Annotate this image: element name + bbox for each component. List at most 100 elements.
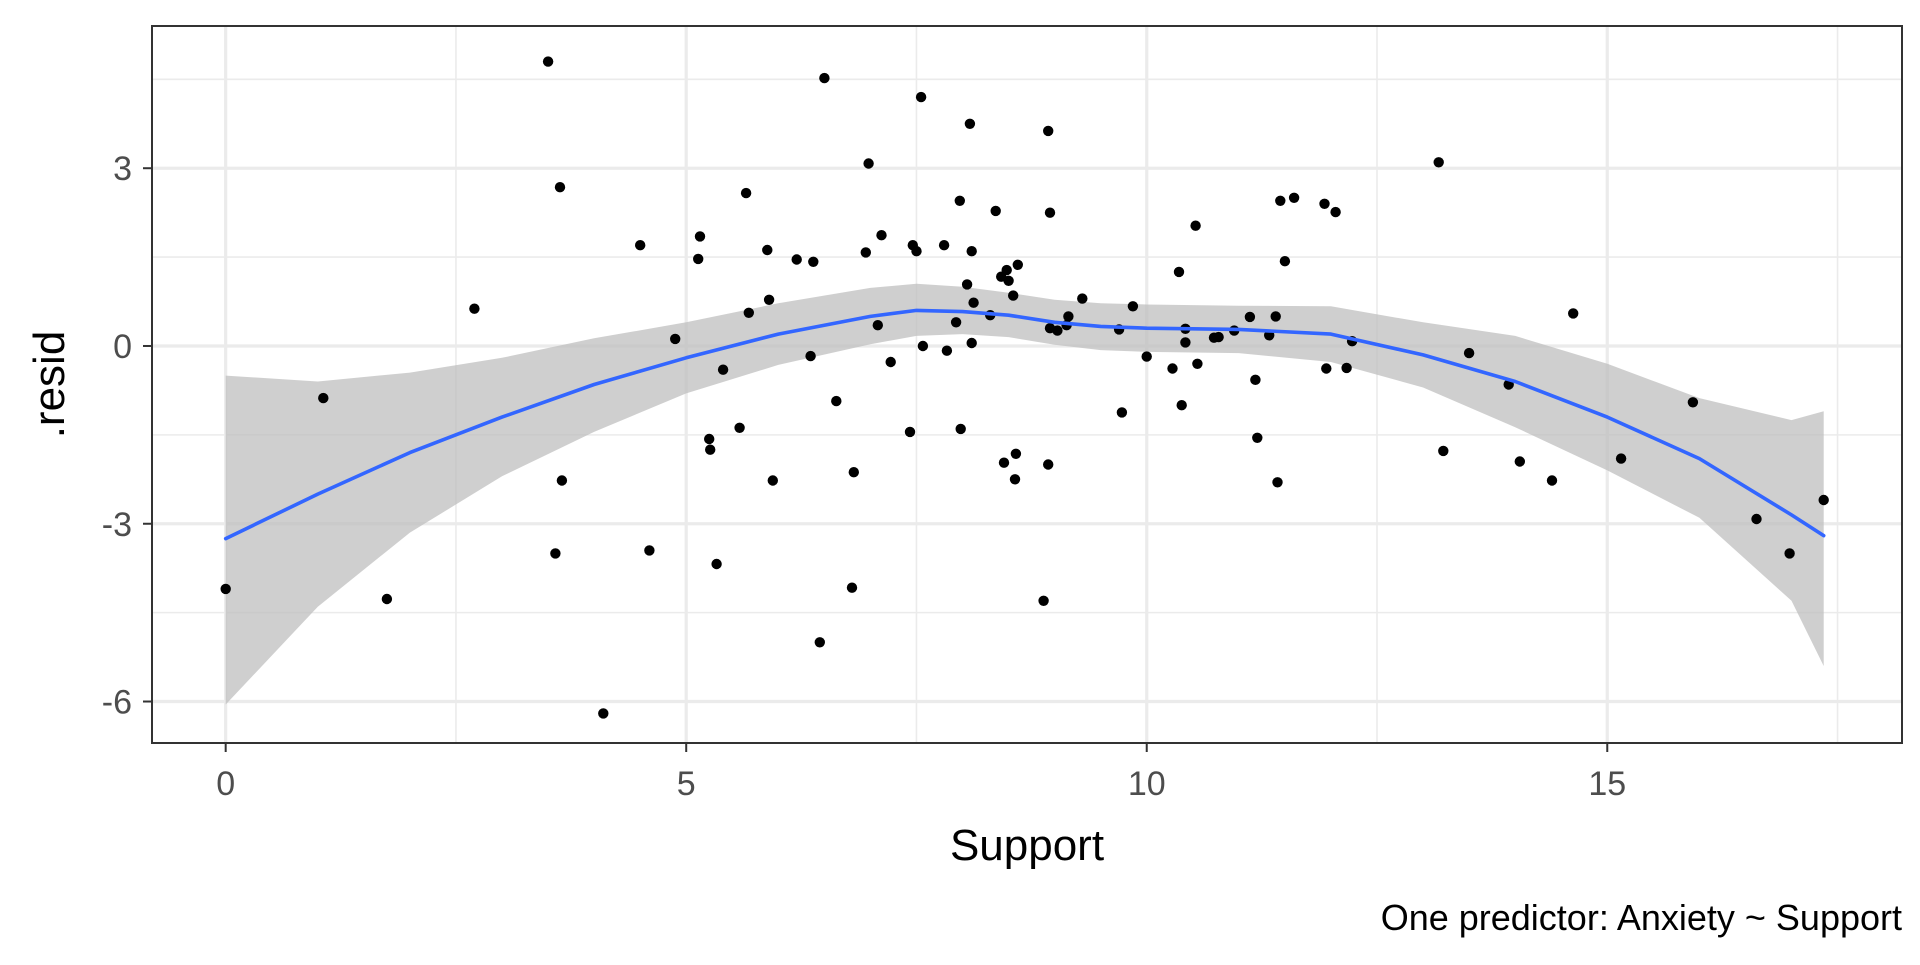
data-point: [819, 72, 830, 84]
data-point: [550, 548, 561, 559]
data-point: [1127, 301, 1139, 312]
data-point: [1321, 363, 1332, 374]
chart-caption: One predictor: Anxiety ~ Support: [1381, 897, 1902, 938]
data-point: [763, 294, 775, 305]
data-point: [941, 345, 953, 356]
data-point: [1341, 362, 1352, 374]
data-point: [1009, 474, 1021, 485]
data-point: [791, 254, 802, 265]
y-tick-label: -3: [102, 506, 132, 544]
data-point: [966, 337, 977, 349]
data-point: [950, 317, 962, 328]
data-point: [1213, 331, 1224, 343]
y-tick-label: 0: [113, 328, 132, 366]
x-tick-label: 5: [677, 765, 696, 803]
data-point: [917, 340, 929, 352]
data-point: [469, 303, 480, 314]
data-point: [1001, 264, 1012, 276]
smooth-line-layer: [223, 308, 1826, 541]
data-point: [1176, 400, 1187, 411]
data-point: [814, 637, 825, 648]
data-point: [1192, 358, 1203, 369]
data-point: [1433, 157, 1444, 168]
data-point: [808, 256, 819, 267]
data-point: [1615, 453, 1627, 464]
data-point: [860, 247, 871, 258]
data-point: [1077, 293, 1088, 304]
data-point: [554, 182, 566, 193]
data-point: [966, 246, 977, 257]
data-point: [1003, 275, 1014, 286]
data-point: [968, 297, 979, 308]
data-point: [1687, 397, 1699, 408]
data-point: [1751, 513, 1762, 525]
data-point: [863, 158, 874, 169]
data-points: [220, 56, 1829, 719]
data-point: [885, 356, 896, 368]
data-point: [911, 246, 922, 257]
data-point: [734, 422, 745, 433]
data-point: [831, 395, 842, 407]
data-point: [1546, 475, 1558, 486]
data-point: [1275, 195, 1286, 206]
data-point: [1463, 347, 1475, 359]
data-point: [542, 56, 554, 67]
confidence-band-layer: [225, 283, 1824, 705]
data-point: [915, 91, 927, 103]
data-point: [711, 558, 722, 570]
data-point: [990, 205, 1001, 217]
data-point: [1043, 459, 1054, 470]
data-point: [1190, 220, 1201, 231]
data-point: [717, 364, 729, 375]
data-point: [1052, 325, 1063, 336]
data-point: [740, 187, 752, 199]
y-axis-title: .resid: [25, 331, 74, 439]
confidence-band: [225, 283, 1824, 705]
data-point: [556, 475, 568, 486]
smooth-line: [223, 308, 1826, 541]
data-point: [1012, 259, 1023, 270]
data-point: [1038, 595, 1049, 606]
data-point: [318, 392, 329, 404]
data-point: [767, 475, 778, 486]
data-point: [762, 244, 773, 256]
axis-ticks: 0 5 10 15 -6 -3 0 3: [102, 150, 1626, 803]
data-point: [848, 467, 859, 478]
data-point: [705, 444, 716, 455]
data-point: [955, 423, 966, 435]
data-point: [1010, 448, 1022, 459]
data-point: [1568, 308, 1579, 319]
data-point: [876, 230, 887, 241]
data-point: [694, 231, 706, 242]
data-point: [670, 333, 681, 345]
data-point: [1043, 125, 1054, 137]
data-point: [904, 426, 916, 438]
data-point: [872, 320, 883, 331]
data-point: [961, 279, 973, 290]
x-tick-label: 15: [1588, 765, 1626, 803]
data-point: [220, 583, 231, 595]
data-point: [1252, 432, 1263, 443]
data-point: [846, 582, 858, 593]
data-point: [1141, 351, 1152, 362]
y-tick-label: 3: [113, 150, 132, 188]
x-tick-label: 10: [1128, 765, 1166, 803]
data-point: [743, 307, 754, 318]
data-point: [1330, 206, 1341, 218]
data-point: [964, 118, 976, 129]
x-tick-label: 0: [216, 765, 235, 803]
data-point: [693, 253, 704, 265]
data-point: [381, 593, 393, 605]
data-point: [1270, 311, 1281, 322]
data-point: [1288, 192, 1300, 203]
data-point: [644, 545, 655, 556]
data-point: [1784, 548, 1795, 559]
data-point: [1180, 337, 1191, 348]
data-point: [805, 350, 816, 362]
data-point: [1167, 363, 1178, 374]
y-tick-label: -6: [102, 684, 132, 722]
data-point: [1514, 456, 1526, 467]
data-point: [1173, 266, 1185, 278]
data-point: [1319, 198, 1330, 209]
